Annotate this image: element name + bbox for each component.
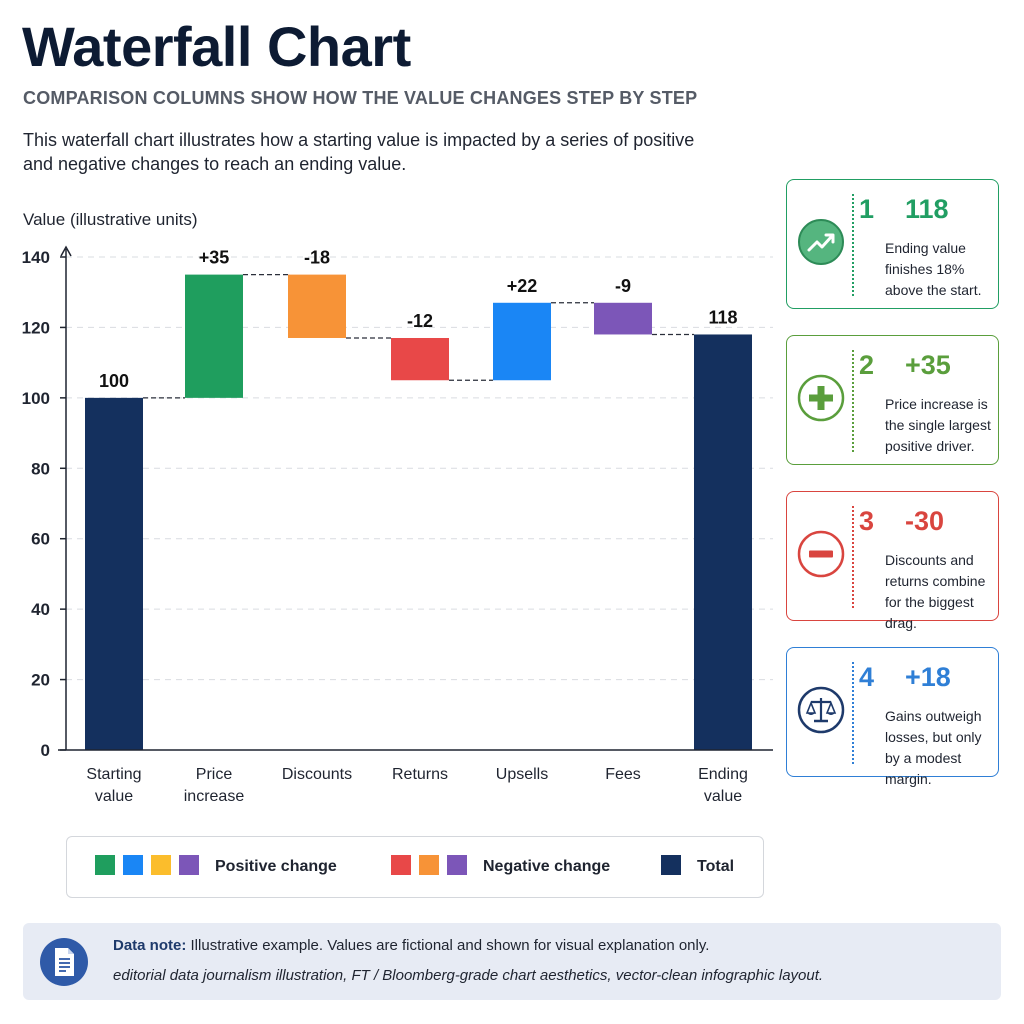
x-tick-label: Fees — [605, 766, 641, 783]
card-text: Ending value finishes 18% above the star… — [885, 240, 982, 298]
legend-positive-label: Positive change — [215, 858, 337, 875]
x-tick-label: Ending value — [698, 766, 748, 805]
card-separator — [852, 350, 854, 452]
x-tick-label: Returns — [392, 766, 448, 783]
bars — [85, 274, 752, 750]
x-tick-label: Price increase — [184, 766, 245, 805]
bar-5 — [594, 302, 652, 335]
card-number: 3 — [859, 506, 875, 536]
card-value: +18 — [905, 662, 951, 692]
data-label: +35 — [199, 248, 230, 268]
data-label: -12 — [407, 311, 433, 331]
legend-swatch — [391, 854, 411, 875]
document-icon — [40, 938, 88, 986]
y-tick-label: 120 — [22, 318, 50, 337]
y-tick-label: 80 — [31, 459, 50, 478]
card-value: +35 — [905, 350, 951, 380]
card-separator — [852, 506, 854, 608]
data-labels: 100 +35 -18 -12 +22 -9 118 — [99, 248, 738, 391]
legend-swatch — [123, 854, 143, 875]
x-tick-label: Discounts — [282, 766, 352, 783]
insight-card-2: 2 +35 Price increase is the single large… — [786, 335, 999, 465]
data-label: 100 — [99, 371, 129, 391]
page-description: This waterfall chart illustrates how a s… — [23, 130, 695, 174]
legend-swatch — [179, 854, 199, 875]
legend-swatch — [447, 854, 467, 875]
card-value: 118 — [905, 194, 949, 224]
card-number: 1 — [859, 194, 875, 224]
x-tick-label: Starting value — [86, 766, 141, 805]
legend-total: Total — [661, 854, 735, 877]
x-tick-label: Upsells — [496, 766, 548, 783]
y-axis: 0 20 40 60 80 100 120 140 — [22, 245, 72, 760]
page-title: Waterfall Chart — [22, 15, 411, 78]
legend-swatch — [151, 854, 171, 875]
note-line-1: Data note: Illustrative example. Values … — [113, 937, 709, 954]
connector-lines — [143, 273, 694, 399]
insight-card-4: 4 +18 Gains outweigh losses, but only by… — [786, 647, 999, 787]
y-tick-label: 140 — [22, 248, 50, 267]
note-label: Data note: — [113, 937, 187, 954]
minus-icon — [797, 530, 845, 578]
note-line-2: editorial data journalism illustration, … — [113, 967, 824, 984]
y-tick-label: 60 — [31, 530, 50, 549]
y-axis-arrow — [60, 245, 72, 257]
y-tick-label: 20 — [31, 671, 50, 690]
y-axis-label: Value (illustrative units) — [23, 210, 197, 229]
data-label: -9 — [615, 276, 631, 296]
data-note: Data note: Illustrative example. Values … — [23, 923, 1001, 1000]
card-text: Price increase is the single largest pos… — [885, 396, 991, 454]
bar-3 — [391, 337, 449, 381]
x-axis: Starting value Price increase Discounts Retur… — [58, 749, 773, 805]
data-label: 118 — [708, 307, 737, 327]
legend-total-label: Total — [697, 858, 735, 875]
note-text: Illustrative example. Values are fiction… — [190, 937, 710, 954]
legend-swatch — [95, 854, 115, 875]
card-value: -30 — [905, 506, 945, 536]
plus-icon — [797, 374, 845, 422]
legend-positive: Positive change — [95, 854, 337, 877]
scales-icon — [797, 686, 845, 734]
chart-legend: Positive change Negative change Total — [66, 836, 764, 898]
y-tick-label: 100 — [22, 389, 50, 408]
page-subtitle: COMPARISON COLUMNS SHOW HOW THE VALUE CH… — [23, 88, 698, 108]
card-separator — [852, 194, 854, 296]
legend-swatch — [661, 854, 681, 875]
y-tick-label: 0 — [41, 741, 50, 760]
data-label: -18 — [304, 248, 330, 268]
card-number: 2 — [859, 350, 875, 380]
bar-2 — [288, 274, 346, 338]
legend-negative-label: Negative change — [483, 858, 611, 875]
waterfall-chart: Value (illustrative units) 0204060801001… — [22, 210, 773, 805]
card-separator — [852, 662, 854, 764]
card-number: 4 — [859, 662, 875, 692]
insight-card-1: 1 118 Ending value finishes 18% above th… — [786, 179, 999, 309]
bar-4 — [493, 302, 551, 381]
bar-0 — [85, 397, 143, 750]
trend-up-icon — [798, 219, 844, 265]
insight-card-3: 3 -30 Discounts and returns combine for … — [786, 491, 999, 631]
card-text: Discounts and returns combine for the bi… — [885, 552, 986, 631]
legend-swatch — [419, 854, 439, 875]
grid-lines — [66, 256, 773, 681]
bar-6 — [694, 334, 752, 750]
card-text: Gains outweigh losses, but only by a mod… — [885, 708, 982, 787]
bar-1 — [185, 274, 243, 398]
y-tick-label: 40 — [31, 600, 50, 619]
legend-negative: Negative change — [391, 854, 611, 877]
data-label: +22 — [507, 276, 538, 296]
